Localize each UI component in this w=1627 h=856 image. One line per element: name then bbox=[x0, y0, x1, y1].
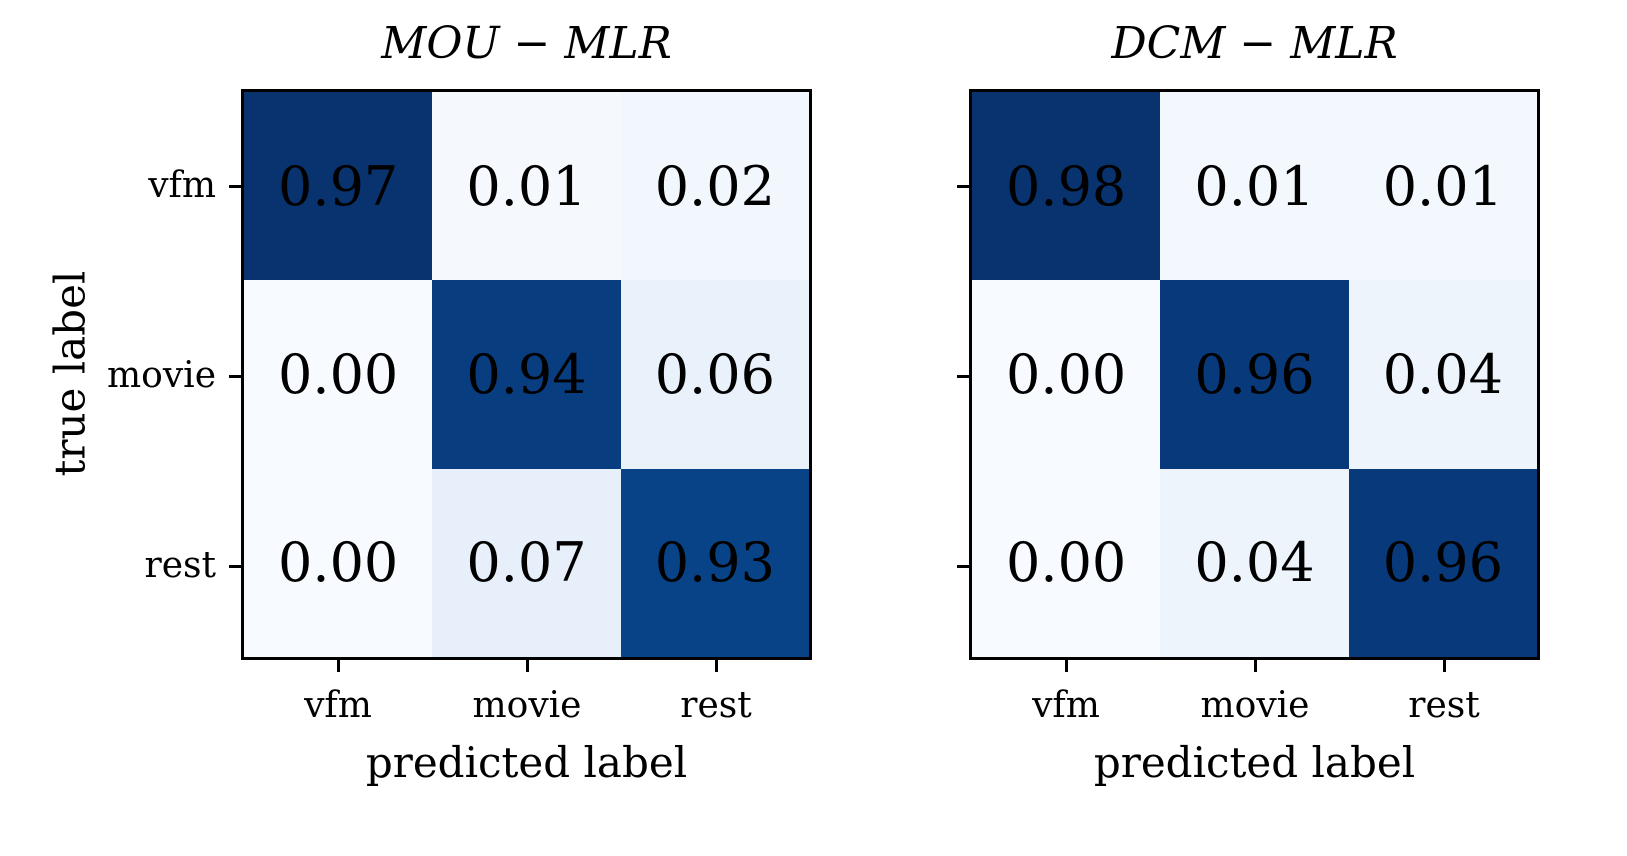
left-xtick-mark bbox=[715, 660, 718, 672]
heatmap-cell: 0.00 bbox=[244, 468, 433, 657]
left-heatmap-frame: 0.97 0.01 0.02 0.00 0.94 0.06 0.00 0.07 0.93 bbox=[241, 89, 812, 660]
left-xtick-label-vfm: vfm bbox=[304, 685, 372, 726]
left-ytick-label-rest: rest bbox=[144, 545, 216, 586]
heatmap-cell: 0.00 bbox=[972, 468, 1161, 657]
left-ytick-mark bbox=[229, 565, 241, 568]
heatmap-cell: 0.00 bbox=[244, 280, 433, 469]
right-xtick-mark bbox=[1065, 660, 1068, 672]
heatmap-cell: 0.98 bbox=[972, 92, 1161, 281]
heatmap-cell: 0.01 bbox=[1160, 92, 1349, 281]
heatmap-cell: 0.97 bbox=[244, 92, 433, 281]
right-heatmap-grid: 0.98 0.01 0.01 0.00 0.96 0.04 0.00 0.04 0.96 bbox=[972, 92, 1537, 657]
heatmap-cell: 0.96 bbox=[1348, 468, 1537, 657]
right-xtick-label-rest: rest bbox=[1408, 685, 1480, 726]
right-ytick-mark bbox=[957, 185, 969, 188]
heatmap-cell: 0.93 bbox=[620, 468, 809, 657]
heatmap-cell: 0.96 bbox=[1160, 280, 1349, 469]
heatmap-cell: 0.07 bbox=[432, 468, 621, 657]
left-ytick-label-movie: movie bbox=[107, 355, 216, 396]
right-heatmap-frame: 0.98 0.01 0.01 0.00 0.96 0.04 0.00 0.04 0.96 bbox=[969, 89, 1540, 660]
heatmap-cell: 0.94 bbox=[432, 280, 621, 469]
left-xtick-label-movie: movie bbox=[472, 685, 582, 726]
heatmap-cell: 0.00 bbox=[972, 280, 1161, 469]
heatmap-cell: 0.01 bbox=[432, 92, 621, 281]
heatmap-cell: 0.04 bbox=[1348, 280, 1537, 469]
heatmap-cell: 0.06 bbox=[620, 280, 809, 469]
left-xtick-mark bbox=[526, 660, 529, 672]
right-ytick-mark bbox=[957, 375, 969, 378]
left-heatmap-grid: 0.97 0.01 0.02 0.00 0.94 0.06 0.00 0.07 0.93 bbox=[244, 92, 809, 657]
right-x-axis-label: predicted label bbox=[1093, 738, 1416, 787]
left-ytick-mark bbox=[229, 185, 241, 188]
right-xtick-label-vfm: vfm bbox=[1032, 685, 1100, 726]
left-ytick-mark bbox=[229, 375, 241, 378]
heatmap-cell: 0.01 bbox=[1348, 92, 1537, 281]
right-xtick-mark bbox=[1443, 660, 1446, 672]
heatmap-cell: 0.02 bbox=[620, 92, 809, 281]
left-xtick-label-rest: rest bbox=[680, 685, 752, 726]
left-xtick-mark bbox=[337, 660, 340, 672]
left-chart-title: MOU − MLR bbox=[381, 18, 672, 69]
right-xtick-mark bbox=[1254, 660, 1257, 672]
right-chart-title: DCM − MLR bbox=[1111, 18, 1398, 69]
right-ytick-mark bbox=[957, 565, 969, 568]
right-xtick-label-movie: movie bbox=[1200, 685, 1310, 726]
heatmap-cell: 0.04 bbox=[1160, 468, 1349, 657]
left-ytick-label-vfm: vfm bbox=[148, 165, 216, 206]
left-x-axis-label: predicted label bbox=[365, 738, 688, 787]
